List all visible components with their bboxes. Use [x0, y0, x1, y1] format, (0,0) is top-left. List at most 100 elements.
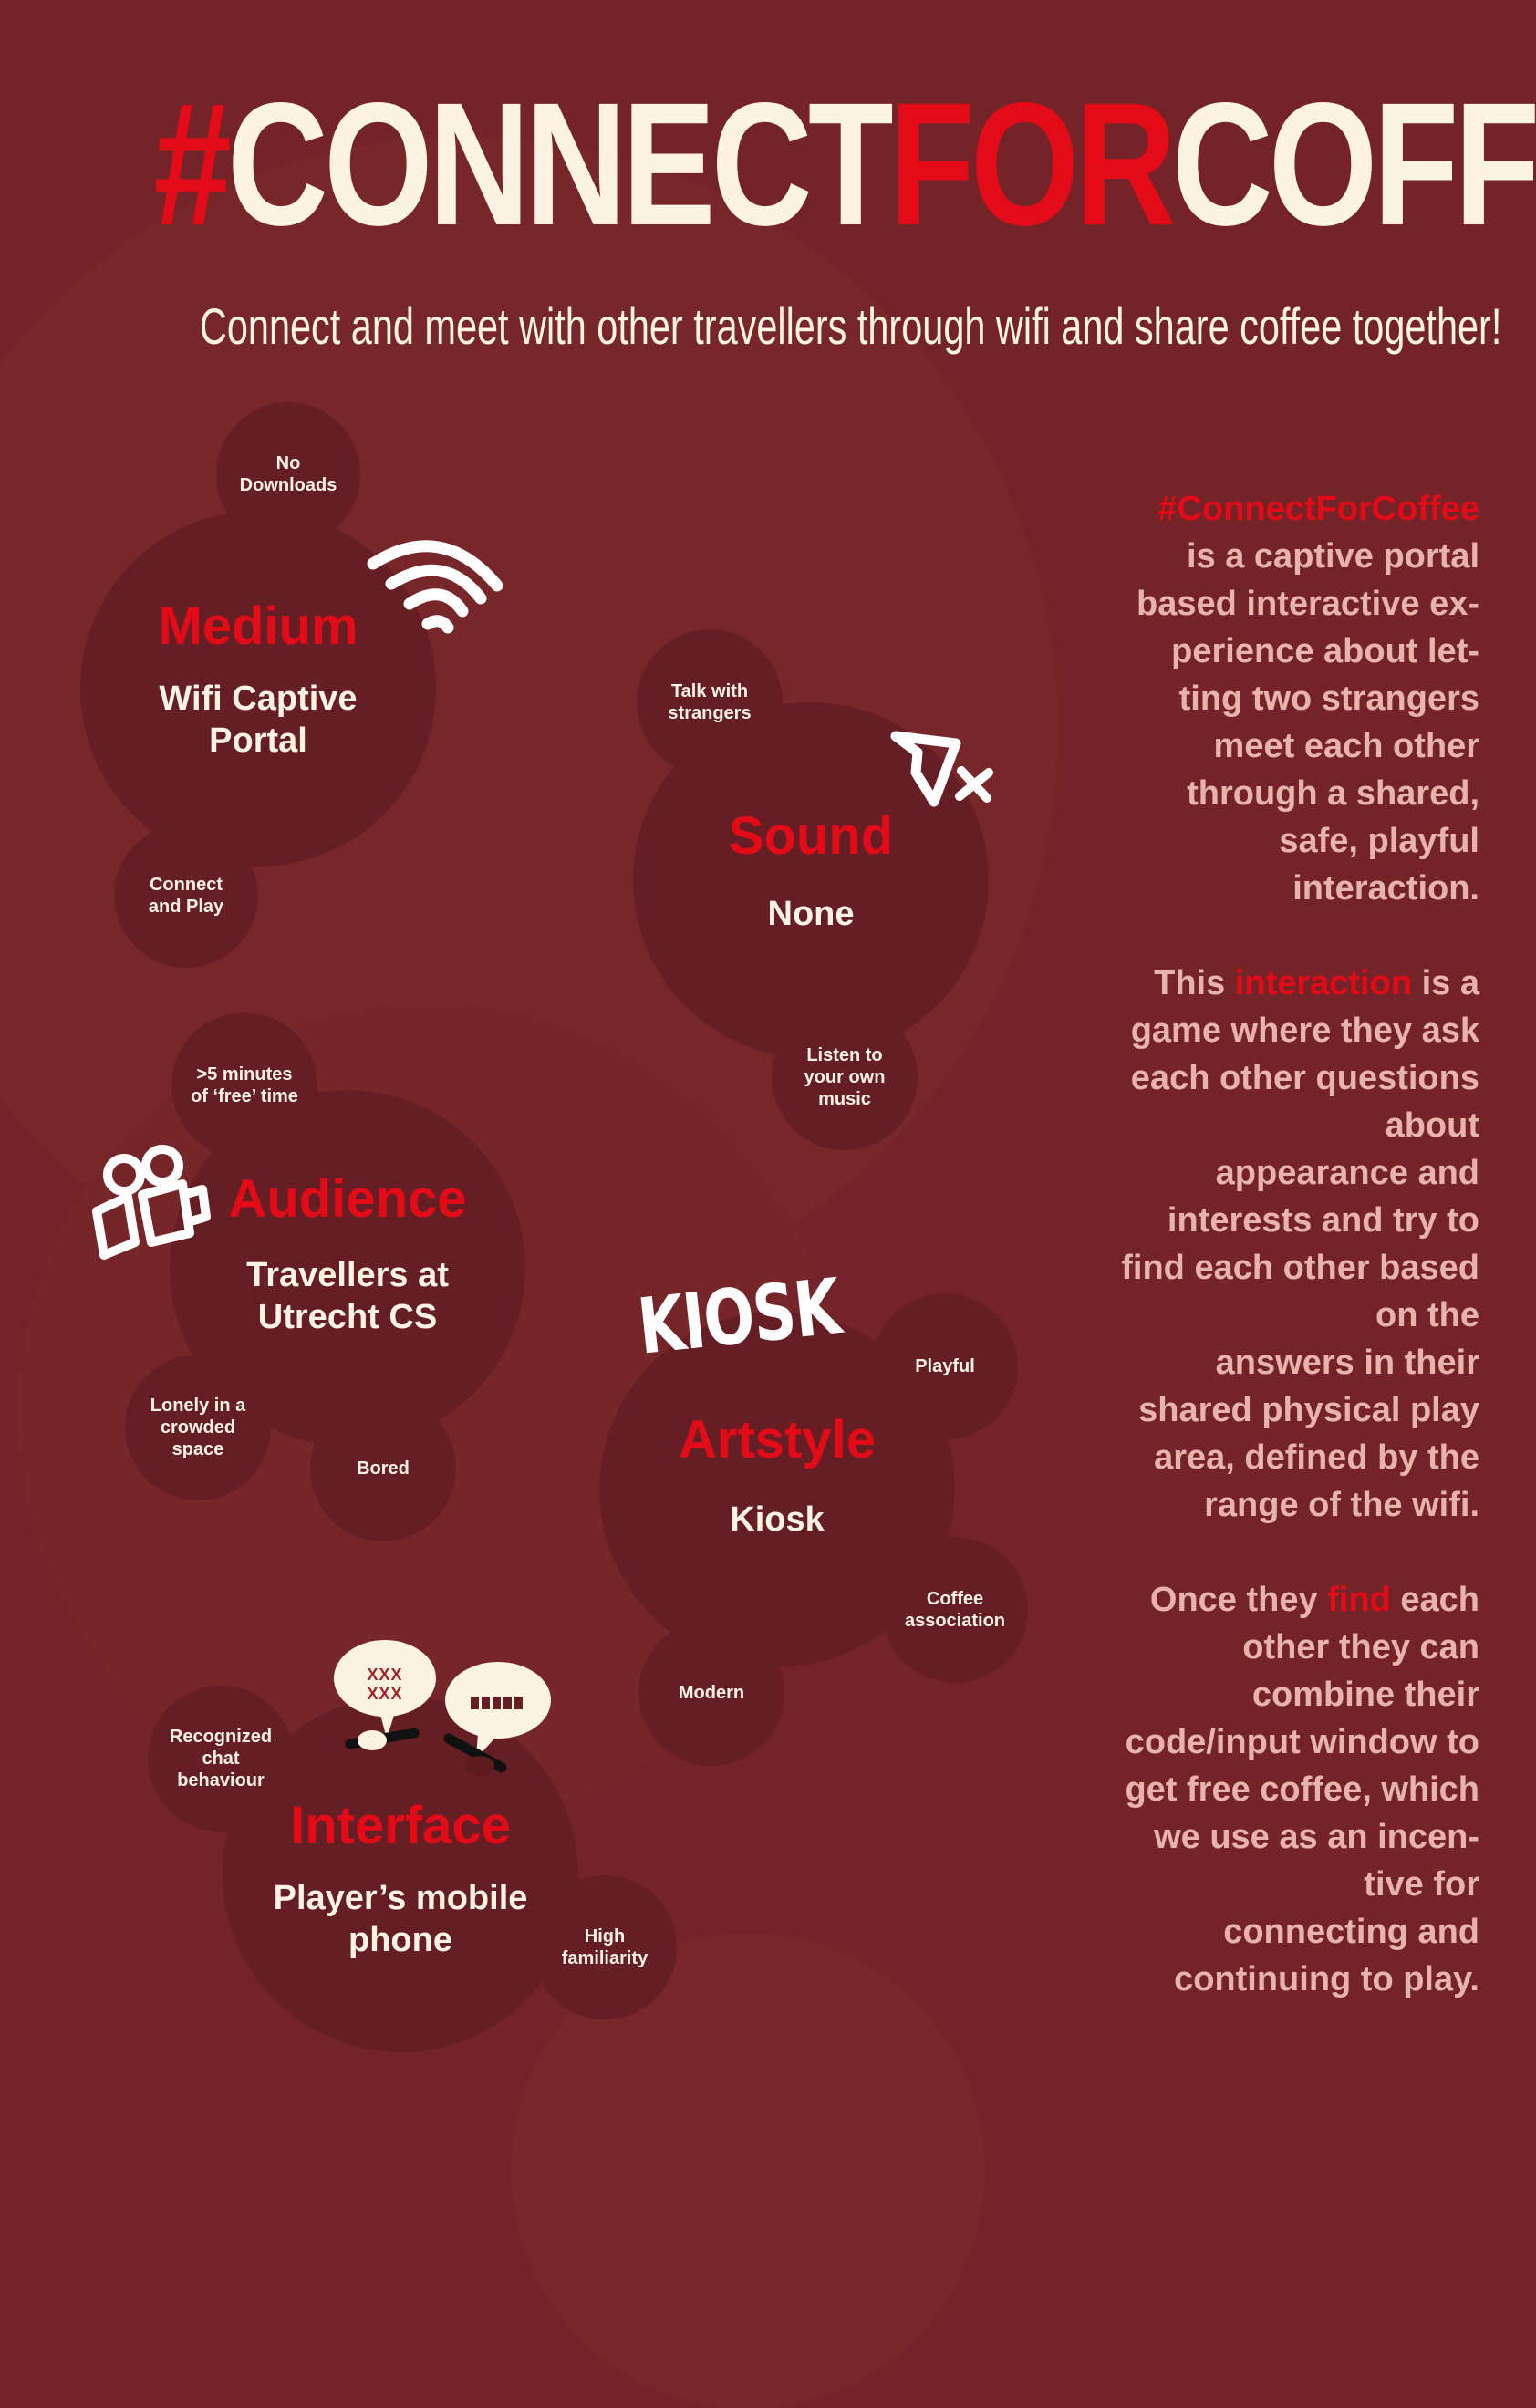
description-line: shared physical play	[1138, 1391, 1479, 1429]
tag-modern: Modern	[638, 1620, 784, 1766]
tag-line: association	[904, 1611, 1006, 1631]
description-line: area, defined by the	[1154, 1438, 1479, 1477]
tag-line: crowded	[160, 1417, 236, 1438]
audience-title: Audience	[228, 1168, 467, 1229]
description-line: perience about let-	[1171, 632, 1479, 670]
tag-line: High	[584, 1926, 626, 1946]
tag-line: chat	[202, 1749, 240, 1769]
description-line: other they can	[1242, 1628, 1479, 1666]
tag-line: Lonely in a	[150, 1396, 246, 1416]
tag-coffee-association: Coffee association	[882, 1537, 1028, 1683]
speaker-muted-icon	[890, 731, 993, 807]
description-paragraph: This interaction is a game where they as…	[1049, 960, 1479, 1529]
tag-line: behaviour	[177, 1770, 265, 1790]
description-line: tive for	[1364, 1865, 1479, 1904]
description-line: connecting and	[1223, 1913, 1479, 1951]
description: #ConnectForCoffee is a captive portal ba…	[1049, 485, 1479, 2050]
tag-line: strangers	[668, 703, 752, 723]
description-line: find each other based	[1121, 1249, 1479, 1287]
description-text: each	[1390, 1581, 1479, 1619]
tag-connect-and-play: Connect and Play	[114, 824, 258, 968]
tag-line: Downloads	[239, 475, 337, 495]
description-paragraph: Once they find each other they can combi…	[1049, 1576, 1479, 2003]
tag-high-familiarity: High familiarity	[533, 1875, 677, 2019]
audience-value: Travellers at Utrecht CS	[246, 1254, 449, 1339]
page-subtitle: Connect and meet with other travellers t…	[199, 297, 1502, 355]
interface-value-line: phone	[348, 1920, 452, 1959]
description-line: based interactive ex-	[1136, 585, 1479, 623]
sound-title: Sound	[728, 805, 894, 866]
description-line: combine their	[1251, 1676, 1479, 1714]
description-line: meet each other	[1213, 727, 1479, 765]
tag-line: of ‘free’ time	[191, 1086, 298, 1106]
tag-line: and Play	[148, 897, 224, 917]
description-line: continuing to play.	[1174, 1960, 1479, 1998]
description-line: about	[1385, 1106, 1479, 1145]
description-line: get free coffee, which	[1125, 1770, 1479, 1809]
tag-recognized-chat: Recognized chat behaviour	[148, 1686, 294, 1832]
title-hash: #	[153, 66, 231, 262]
chat-bubble-text: XXX XXX	[367, 1666, 403, 1703]
description-line: on the	[1375, 1296, 1479, 1334]
tag-line: Coffee	[926, 1589, 984, 1609]
description-line: code/input window to	[1125, 1723, 1479, 1761]
tag-no-downloads: No Downloads	[216, 402, 360, 546]
description-line: is a captive portal	[1186, 537, 1479, 576]
description-text: This	[1154, 964, 1235, 1002]
medium-title: Medium	[158, 596, 358, 656]
description-text: Once they	[1149, 1581, 1328, 1619]
description-line: range of the wifi.	[1204, 1486, 1479, 1524]
interface-value: Player’s mobile phone	[274, 1877, 528, 1962]
wifi-icon	[367, 540, 503, 634]
medium-value-line: Wifi Captive	[159, 679, 358, 718]
description-line: each other questions	[1130, 1059, 1479, 1097]
tag-talk-with-strangers: Talk with strangers	[637, 629, 783, 775]
tag-listen-to-music: Listen to your own music	[772, 1004, 918, 1150]
description-line: safe, playful	[1279, 822, 1479, 860]
tag-line: >5 minutes	[196, 1064, 293, 1085]
tag-line: Connect	[149, 875, 223, 895]
description-line: game where they ask	[1130, 1012, 1479, 1050]
description-line: answers in their	[1215, 1344, 1479, 1382]
tag-line: Playful	[915, 1356, 975, 1376]
description-highlight: #ConnectForCoffee	[1157, 490, 1479, 528]
medium-value-line: Portal	[209, 721, 307, 760]
kiosk-logo-icon: KIOSK	[634, 1261, 857, 1377]
description-text: is a	[1412, 964, 1479, 1002]
tag-line: Recognized	[169, 1727, 273, 1747]
tag-line: Modern	[678, 1683, 745, 1703]
description-line: through a shared,	[1187, 774, 1479, 813]
sound-value: None	[767, 894, 855, 933]
interface-title: Interface	[290, 1795, 511, 1855]
interface-circle: Interface Player’s mobile phone	[223, 1697, 578, 2052]
audience-value-line: Utrecht CS	[257, 1297, 438, 1336]
tag-line: Talk with	[670, 681, 749, 701]
interface-value-line: Player’s mobile	[273, 1878, 528, 1917]
tag-playful: Playful	[872, 1293, 1018, 1439]
chat-bubbles-icon	[334, 1640, 551, 1776]
description-line: interests and try to	[1167, 1201, 1479, 1240]
tag-line: Listen to	[806, 1045, 883, 1065]
tag-line: Bored	[357, 1458, 410, 1479]
audience-value-line: Travellers at	[246, 1255, 449, 1294]
medium-value: Wifi Captive Portal	[159, 678, 357, 763]
description-line: ting two strangers	[1178, 680, 1479, 718]
medium-circle: Medium Wifi Captive Portal	[80, 511, 436, 867]
description-line: appearance and	[1215, 1154, 1479, 1192]
artstyle-value: Kiosk	[730, 1500, 825, 1539]
tag-line: familiarity	[561, 1948, 649, 1968]
artstyle-title: Artstyle	[679, 1409, 876, 1469]
tag-bored: Bored	[310, 1396, 456, 1541]
title-connect: CONNECT	[227, 66, 894, 262]
description-highlight: interaction	[1234, 964, 1413, 1002]
audience-icon	[92, 1145, 211, 1260]
description-line: interaction.	[1292, 869, 1479, 908]
tag-free-time: >5 minutes of ‘free’ time	[171, 1012, 317, 1158]
kiosk-logo: KIOSK	[633, 1261, 844, 1372]
title-coffee: COFFEE	[1171, 66, 1536, 262]
tag-line: No	[275, 453, 301, 473]
tag-line: music	[818, 1089, 871, 1109]
title-for: FOR	[888, 66, 1177, 262]
page-title: #CONNECTFORCOFFEE	[153, 73, 1536, 255]
tag-line: space	[171, 1439, 224, 1459]
